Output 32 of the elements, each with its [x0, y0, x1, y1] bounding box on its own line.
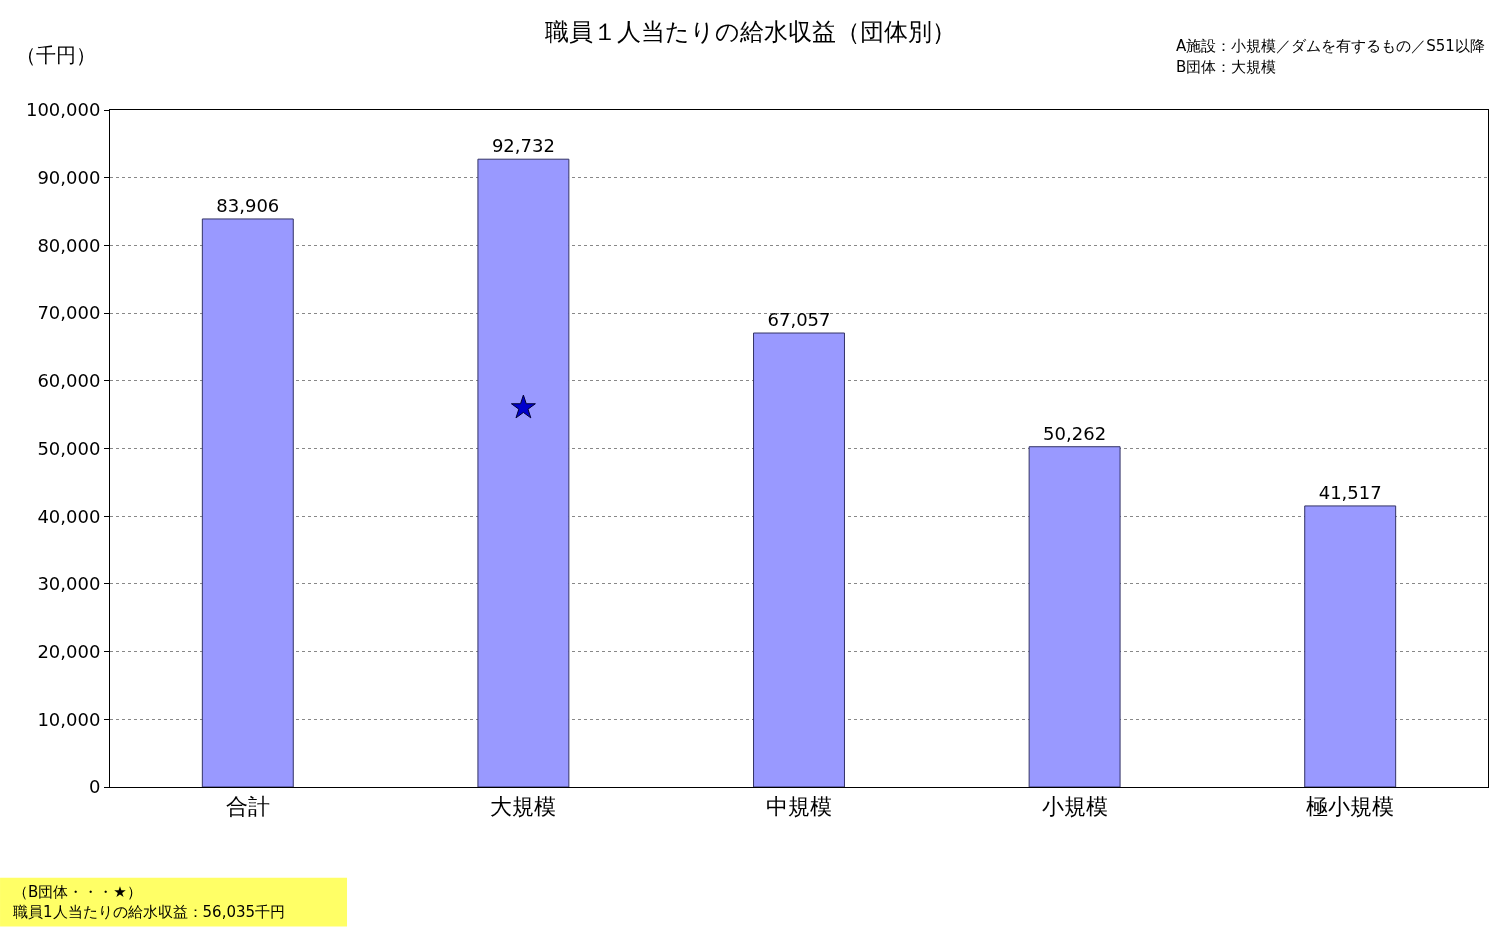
y-tick-label: 20,000: [37, 640, 101, 662]
x-tick-label: 小規模: [1041, 794, 1108, 820]
text: 職員1人当たりの給水収益：56,035千円: [13, 903, 286, 921]
bar: [201, 218, 294, 787]
text: B団体：大規模: [1176, 58, 1277, 76]
y-tick-label: 60,000: [37, 370, 101, 392]
x-tick-label: 極小規模: [1306, 794, 1395, 820]
y-tick-label: 0: [88, 776, 101, 798]
y-tick-label: 30,000: [37, 573, 101, 595]
x-tick-label: 合計: [225, 794, 270, 820]
data-label: 50,262: [1043, 422, 1107, 444]
y-tick-label: 10,000: [37, 708, 101, 730]
bar: [477, 158, 570, 787]
y-tick-label: 50,000: [37, 437, 101, 459]
chart-title: 職員１人当たりの給水収益（団体別）: [544, 17, 956, 46]
y-tick-label: 80,000: [37, 234, 101, 256]
y-axis-title: （千円）: [16, 43, 96, 67]
data-label: 83,906: [216, 194, 280, 216]
bar: [1304, 505, 1397, 787]
bar: [753, 332, 845, 787]
y-tick-label: 40,000: [37, 505, 101, 527]
bar: [1028, 446, 1121, 787]
y-tick-label: 70,000: [37, 302, 101, 324]
data-label: 41,517: [1318, 481, 1382, 503]
text: （B団体・・・★）: [13, 883, 142, 901]
x-tick-label: 中規模: [766, 794, 832, 820]
x-tick-label: 大規模: [490, 794, 557, 820]
y-tick-label: 90,000: [37, 167, 101, 188]
data-label: 92,732: [491, 135, 555, 157]
text: A施設：小規模／ダムを有するもの／S51以降: [1176, 37, 1485, 55]
y-tick-label: 100,000: [25, 99, 101, 121]
data-label: 67,057: [767, 309, 831, 331]
